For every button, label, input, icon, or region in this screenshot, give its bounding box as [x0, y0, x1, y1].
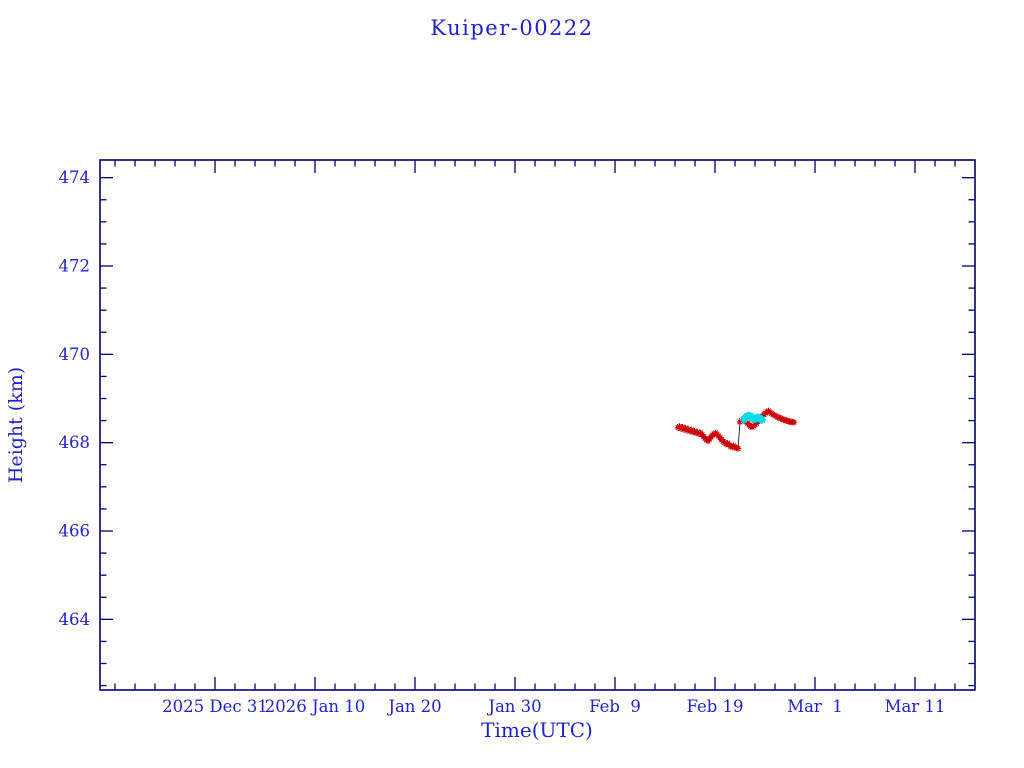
x-tick-label: Feb 19 [686, 697, 743, 716]
y-tick-label: 470 [59, 345, 91, 364]
y-tick-label: 472 [59, 257, 91, 276]
x-tick-label: Jan 30 [486, 697, 541, 716]
plot-frame [99, 159, 976, 691]
y-tick-label: 468 [59, 433, 91, 452]
cyan-series-markers [740, 411, 766, 424]
x-tick-label: Mar 1 [787, 697, 843, 716]
x-tick-label: Mar 11 [885, 697, 946, 716]
y-tick-label: 464 [59, 610, 91, 629]
chart-title: Kuiper-00222 [430, 16, 594, 40]
red-series-markers [674, 407, 798, 452]
y-tick-label: 466 [59, 522, 91, 541]
x-axis-label: Time(UTC) [481, 718, 593, 742]
axis-ticks [100, 160, 975, 690]
x-tick-label: 2025 Dec 31 [162, 697, 268, 716]
x-tick-label: Jan 20 [386, 697, 441, 716]
x-tick-label: Feb 9 [589, 697, 641, 716]
y-tick-label: 474 [59, 168, 91, 187]
x-tick-label: 2026 Jan 10 [265, 697, 366, 716]
